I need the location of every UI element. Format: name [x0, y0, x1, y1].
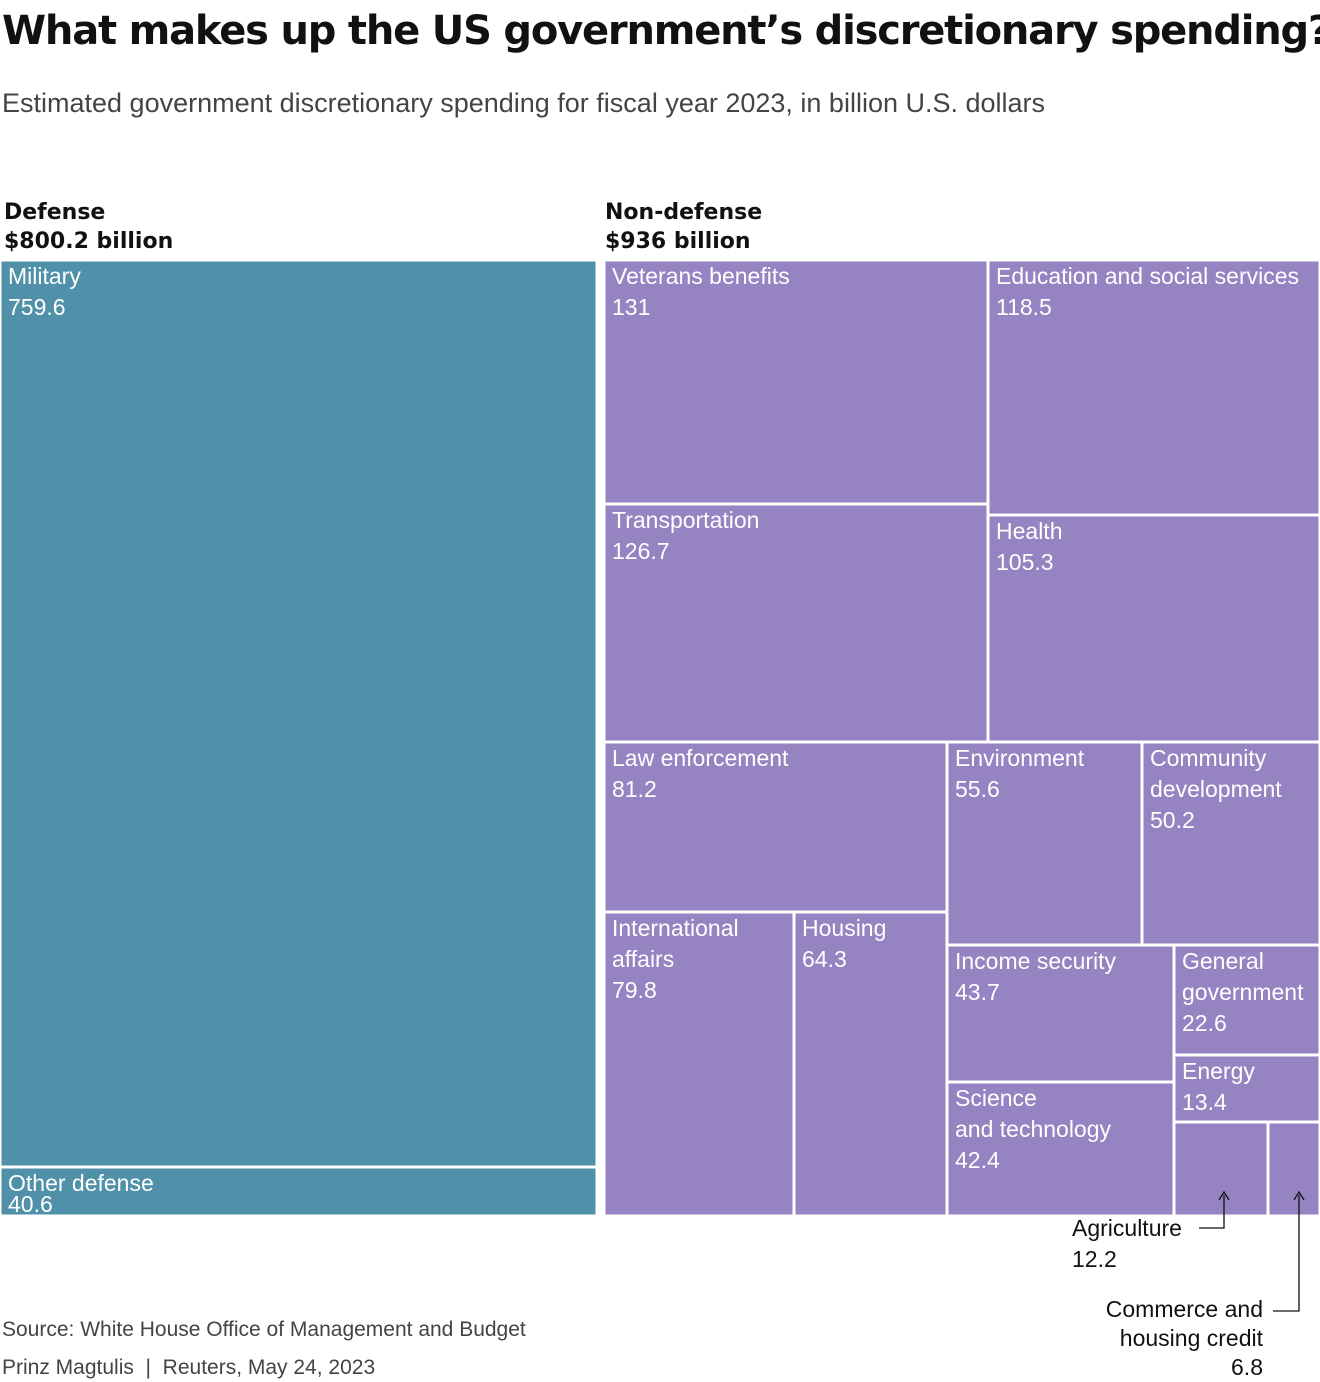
cell-veterans-benefits [602, 258, 990, 506]
source-note: Source: White House Office of Management… [2, 1318, 526, 1341]
callout-text-commerce-and-housing-credit-3: 6.8 [1231, 1354, 1263, 1380]
callout-text-agriculture-1: Agriculture [1072, 1215, 1182, 1241]
cell-label-law-enforcement: Law enforcement [612, 745, 789, 771]
cell-label-community-development-2: development [1150, 776, 1282, 802]
cell-value-environment: 55.6 [955, 776, 1000, 802]
nondefense-group-label: Non-defense $936 billion [605, 198, 762, 256]
cell-military [0, 258, 599, 1169]
defense-group-name: Defense [4, 200, 106, 225]
cell-value-international-affairs: 79.8 [612, 977, 657, 1003]
chart-subtitle: Estimated government discretionary spend… [2, 88, 1046, 118]
cell-value-law-enforcement: 81.2 [612, 776, 657, 802]
cell-label-international-affairs-2: affairs [612, 946, 674, 972]
cell-value-other-defense: 40.6 [8, 1191, 53, 1217]
cell-international-affairs [602, 910, 796, 1218]
cell-label-income-security: Income security [955, 948, 1117, 974]
callout-text-agriculture-2: 12.2 [1072, 1246, 1117, 1272]
defense-group-label: Defense $800.2 billion [4, 198, 173, 256]
cell-science-and-technology [945, 1080, 1176, 1218]
cell-income-security [945, 943, 1176, 1084]
cell-label-general-government-2: government [1182, 979, 1304, 1005]
cell-value-science-and-technology: 42.4 [955, 1147, 1000, 1173]
cell-label-science-and-technology-2: and technology [955, 1116, 1112, 1142]
cell-other-defense [0, 1165, 599, 1218]
cell-value-general-government: 22.6 [1182, 1010, 1227, 1036]
callout-arrowhead-agriculture [1218, 1190, 1230, 1201]
defense-group-total: $800.2 billion [4, 229, 174, 254]
cell-transportation [602, 502, 990, 744]
callout-text-commerce-and-housing-credit-2: housing credit [1120, 1325, 1264, 1351]
cell-label-other-defense: Other defense [8, 1170, 154, 1196]
nondefense-group-total: $936 billion [605, 229, 751, 254]
cell-label-education-and-social-services: Education and social services [996, 263, 1299, 289]
callout-arrowhead-commerce-and-housing-credit [1293, 1190, 1305, 1201]
cell-label-environment: Environment [955, 745, 1085, 771]
cell-community-development [1140, 740, 1320, 947]
cell-value-energy: 13.4 [1182, 1089, 1227, 1115]
cell-label-veterans-benefits: Veterans benefits [612, 263, 790, 289]
cell-health [986, 513, 1320, 744]
cell-label-transportation: Transportation [612, 507, 759, 533]
cell-agriculture [1172, 1120, 1270, 1218]
cell-value-veterans-benefits: 131 [612, 294, 650, 320]
callout-line-agriculture [1199, 1195, 1225, 1229]
cell-environment [945, 740, 1144, 947]
cell-value-income-security: 43.7 [955, 979, 1000, 1005]
cell-label-community-development-1: Community [1150, 745, 1267, 771]
cell-label-health: Health [996, 518, 1062, 544]
cell-label-international-affairs-1: International [612, 915, 739, 941]
callout-text-commerce-and-housing-credit-1: Commerce and [1106, 1296, 1263, 1322]
cell-label-general-government-1: General [1182, 948, 1264, 974]
nondefense-group-name: Non-defense [605, 200, 763, 225]
cell-label-military: Military [8, 263, 81, 289]
cell-label-housing: Housing [802, 915, 886, 941]
cell-value-housing: 64.3 [802, 946, 847, 972]
cell-value-health: 105.3 [996, 549, 1054, 575]
cell-value-education-and-social-services: 118.5 [996, 294, 1052, 320]
cell-value-transportation: 126.7 [612, 538, 670, 564]
cell-value-community-development: 50.2 [1150, 807, 1195, 833]
cell-value-military: 759.6 [8, 294, 66, 320]
callout-line-commerce-and-housing-credit [1273, 1195, 1300, 1312]
cell-general-government [1172, 943, 1320, 1057]
cell-label-energy: Energy [1182, 1058, 1255, 1084]
cell-label-science-and-technology-1: Science [955, 1085, 1037, 1111]
credit-line: Prinz Magtulis | Reuters, May 24, 2023 [2, 1356, 376, 1379]
chart-title: What makes up the US government’s discre… [2, 8, 1320, 54]
cell-commerce-and-housing-credit [1266, 1120, 1320, 1218]
